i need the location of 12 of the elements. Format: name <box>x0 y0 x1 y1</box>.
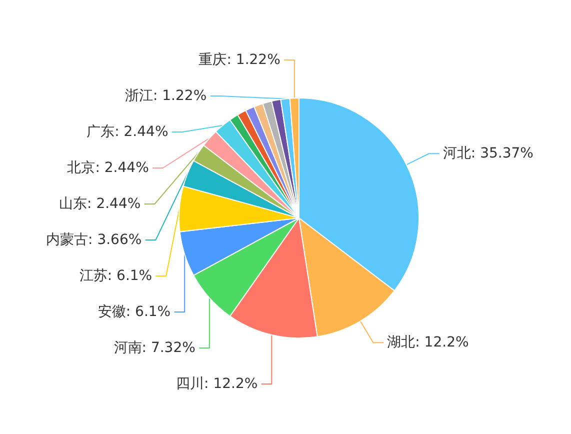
slice-label: 江苏: 6.1% <box>79 268 152 284</box>
slice-label: 广东: 2.44% <box>86 124 168 140</box>
slice-label: 河南: 7.32% <box>114 340 196 356</box>
slice-label: 重庆: 1.22% <box>198 52 280 68</box>
slice-label: 浙江: 1.22% <box>124 88 207 104</box>
slice-label: 内蒙古: 3.66% <box>46 232 142 248</box>
slice-label: 山东: 2.44% <box>59 196 141 212</box>
slice-label: 河北: 35.37% <box>442 146 534 162</box>
slice-label: 四川: 12.2% <box>176 376 258 392</box>
slice-label: 湖北: 12.2% <box>387 334 469 351</box>
slice-label: 安徽: 6.1% <box>98 304 171 320</box>
slice-label: 北京: 2.44% <box>67 160 149 176</box>
